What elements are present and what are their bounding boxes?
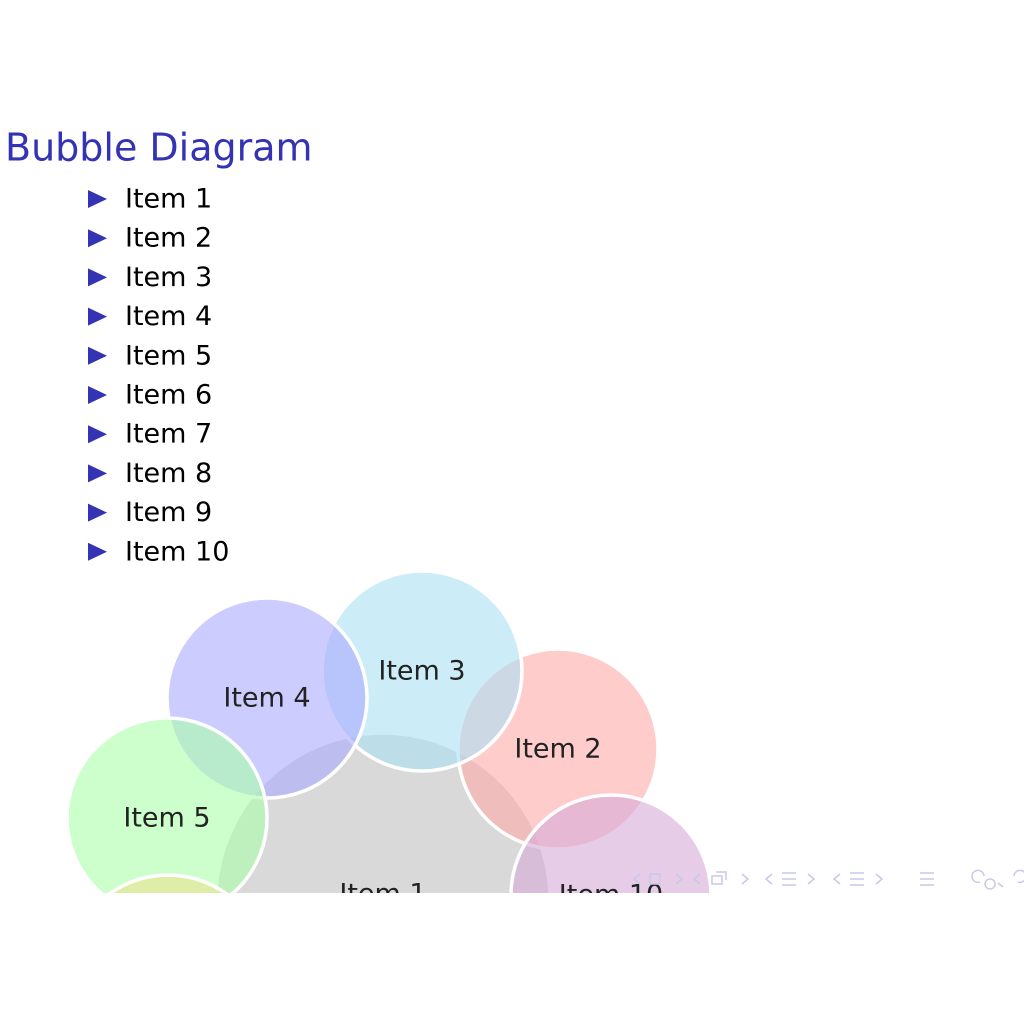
bullet: [88, 542, 107, 561]
bullet: [88, 386, 107, 404]
bullet: [88, 268, 107, 287]
item-list: Item 1 Item 2 Item 3 Item 4 Item 5 Item 6 Item…: [88, 184, 229, 567]
list-item: Item 9: [125, 497, 212, 528]
bullet: [88, 307, 107, 326]
bubble-label: Item 4: [223, 683, 310, 714]
list-item: Item 1: [125, 184, 212, 215]
bubble: [107, 873, 229, 893]
bullet: [88, 229, 107, 248]
bullet: [88, 425, 107, 444]
bullet: [88, 190, 107, 208]
slide-title: Bubble Diagram: [5, 126, 313, 170]
list-item: Item 6: [125, 380, 212, 411]
navigation-icons: [632, 869, 1024, 890]
list-item: Item 4: [125, 301, 212, 332]
bubble-diagram: Item 1 Item 2 Item 3 Item 4 Item 5 Item …: [65, 569, 713, 911]
bubble: [65, 716, 269, 893]
bubble-label: Item 10: [559, 880, 663, 911]
bullet: [88, 346, 107, 365]
list-item: Item 2: [125, 223, 212, 254]
list-item: Item 3: [125, 262, 212, 293]
bullet: [88, 503, 107, 522]
bubble-label: Item 1: [339, 879, 426, 910]
list-item: Item 10: [125, 536, 229, 567]
list-item: Item 5: [125, 340, 212, 371]
bullet: [88, 464, 107, 483]
bubble-label: Item 3: [378, 656, 465, 687]
bubble-label: Item 2: [514, 734, 601, 765]
list-item: Item 8: [125, 458, 212, 489]
bubble-label: Item 5: [123, 803, 210, 834]
bubble: [509, 793, 713, 893]
list-item: Item 7: [125, 419, 212, 450]
